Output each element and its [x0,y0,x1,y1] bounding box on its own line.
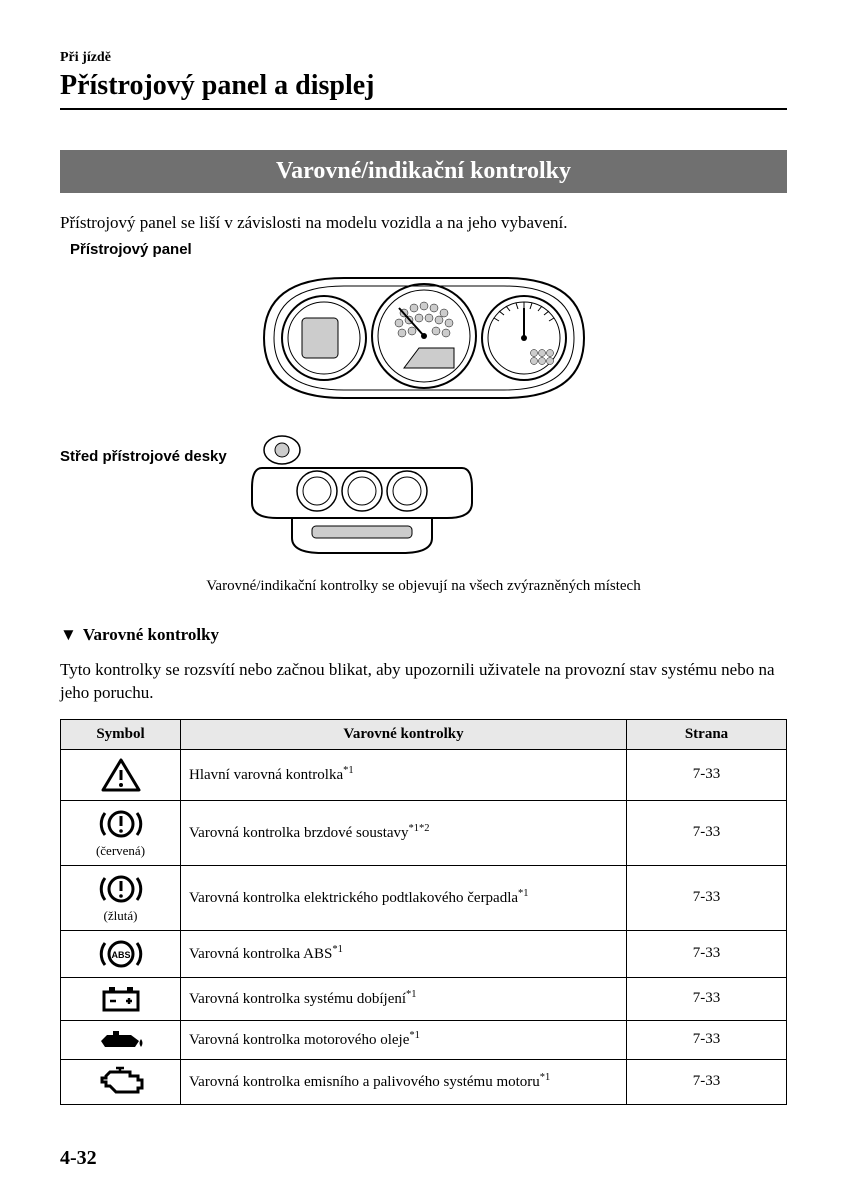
symbol-cell [61,749,181,800]
description-cell: Varovná kontrolka elektrického podtlakov… [181,865,627,930]
page-ref-cell: 7-33 [627,865,787,930]
battery-icon [69,984,172,1014]
table-row: (červená) Varovná kontrolka brzdové soust… [61,800,787,865]
symbol-cell: (žlutá) [61,865,181,930]
table-row: Varovná kontrolka motorového oleje*17-33 [61,1020,787,1059]
figure2-label: Střed přístrojové desky [60,448,227,465]
description-cell: Varovná kontrolka emisního a palivového … [181,1059,627,1104]
page-ref-cell: 7-33 [627,800,787,865]
description-cell: Varovná kontrolka ABS*1 [181,930,627,977]
brake-excl-icon [69,807,172,841]
breadcrumb: Při jízdě [60,50,787,66]
description-cell: Hlavní varovná kontrolka*1 [181,749,627,800]
svg-text:ABS: ABS [111,950,130,960]
section-banner: Varovné/indikační kontrolky [60,150,787,193]
table-row: (žlutá) Varovná kontrolka elektrického po… [61,865,787,930]
table-row: ABS Varovná kontrolka ABS*17-33 [61,930,787,977]
page-number: 4-32 [60,1147,97,1170]
symbol-cell [61,1059,181,1104]
subhead-text: Varovné kontrolky [83,625,219,644]
col-page: Strana [627,719,787,749]
engine-icon [69,1066,172,1098]
symbol-cell [61,977,181,1020]
page-ref-cell: 7-33 [627,1020,787,1059]
warning-lights-table: Symbol Varovné kontrolky Strana Hlavní v… [60,719,787,1105]
instrument-cluster-svg [224,258,624,418]
description-cell: Varovná kontrolka systému dobíjení*1 [181,977,627,1020]
figure1-label: Přístrojový panel [70,241,787,258]
figure-instrument-cluster: Přístrojový panel [60,241,787,418]
subsection-intro: Tyto kontrolky se rozsvítí nebo začnou b… [60,659,787,705]
col-description: Varovné kontrolky [181,719,627,749]
col-symbol: Symbol [61,719,181,749]
page-ref-cell: 7-33 [627,749,787,800]
symbol-subtext: (žlutá) [69,908,172,924]
symbol-cell: ABS [61,930,181,977]
figure-center-console: Střed přístrojové desky [60,428,787,568]
warning-triangle-icon [69,756,172,794]
page-ref-cell: 7-33 [627,977,787,1020]
page-ref-cell: 7-33 [627,1059,787,1104]
table-row: Varovná kontrolka emisního a palivového … [61,1059,787,1104]
symbol-cell: (červená) [61,800,181,865]
page-ref-cell: 7-33 [627,930,787,977]
description-cell: Varovná kontrolka motorového oleje*1 [181,1020,627,1059]
triangle-bullet-icon: ▼ [60,625,77,644]
subsection-heading: ▼ Varovné kontrolky [60,625,787,645]
symbol-cell [61,1020,181,1059]
figure-caption: Varovné/indikační kontrolky se objevují … [60,578,787,595]
table-header-row: Symbol Varovné kontrolky Strana [61,719,787,749]
table-row: Varovná kontrolka systému dobíjení*17-33 [61,977,787,1020]
center-console-svg [232,428,492,568]
intro-text: Přístrojový panel se liší v závislosti n… [60,213,787,233]
table-row: Hlavní varovná kontrolka*17-33 [61,749,787,800]
description-cell: Varovná kontrolka brzdové soustavy*1*2 [181,800,627,865]
abs-icon: ABS [69,937,172,971]
page-title: Přístrojový panel a displej [60,70,787,110]
symbol-subtext: (červená) [69,843,172,859]
brake-excl-icon [69,872,172,906]
oil-icon [69,1027,172,1053]
